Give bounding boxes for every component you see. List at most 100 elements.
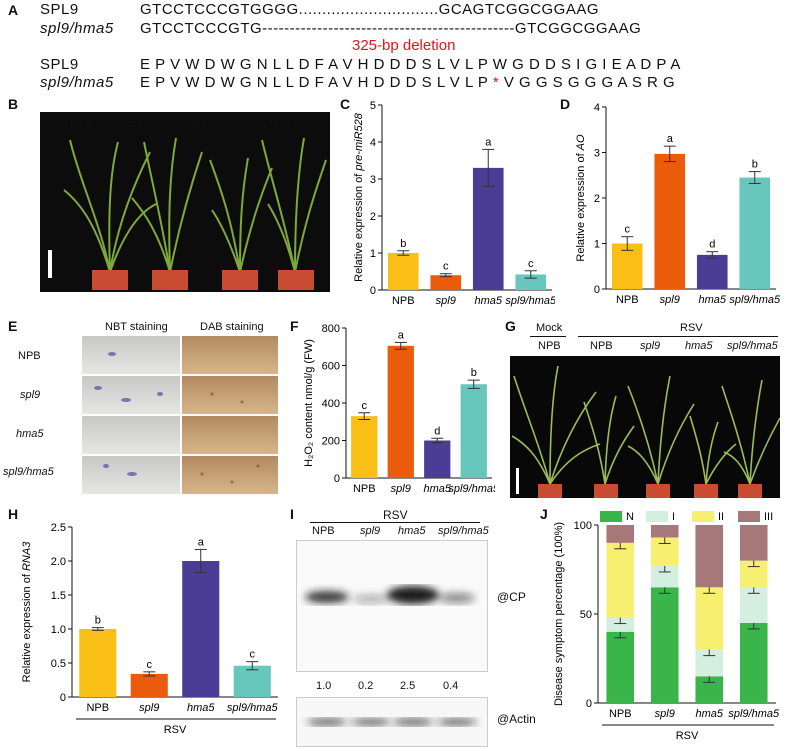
category-label: hma5 xyxy=(698,294,726,306)
category-label: spl9 xyxy=(660,294,680,306)
plant-photo-b xyxy=(40,112,330,292)
sig-letter: d xyxy=(709,239,715,251)
y-axis-label: Disease symptom percentage (100%) xyxy=(553,522,565,706)
sig-letter: c xyxy=(362,400,368,412)
sig-letter: a xyxy=(398,329,405,341)
i-lane-double: spl9/hma5 xyxy=(438,525,489,537)
segment-III xyxy=(739,525,768,561)
sig-letter: a xyxy=(667,133,674,145)
e-col-dab: DAB staining xyxy=(200,321,264,333)
i-quant-npb: 1.0 xyxy=(316,680,332,692)
sig-letter: a xyxy=(198,536,205,548)
bar-NPB xyxy=(387,253,419,290)
category-label: NPB xyxy=(609,708,632,720)
y-axis-label: Relative expression of RNA3 xyxy=(21,541,33,683)
category-label: NPB xyxy=(616,294,639,306)
group-label: RSV xyxy=(164,724,187,736)
legend-swatch-I xyxy=(646,511,668,522)
y-axis-label: Relative expression of pre-miR528 xyxy=(353,112,365,282)
i-actin-label: @Actin xyxy=(497,712,536,726)
segment-II xyxy=(606,542,635,618)
bar-spl9 xyxy=(430,275,462,290)
segment-N xyxy=(650,587,679,703)
bar-NPB xyxy=(79,629,117,697)
category-label: hma5 xyxy=(695,708,723,720)
bar-spl9 xyxy=(387,345,414,478)
sig-letter: c xyxy=(147,659,153,671)
category-label: hma5 xyxy=(423,483,451,495)
y-tick-label: 2.5 xyxy=(51,522,66,534)
y-tick-label: 1.0 xyxy=(51,624,66,636)
legend-swatch-II xyxy=(692,511,714,522)
category-label: NPB xyxy=(86,702,109,714)
g-rsv-line xyxy=(578,336,778,337)
sig-letter: c xyxy=(625,224,631,236)
g-label-hma5: hma5 xyxy=(685,340,713,352)
deletion-label: 325-bp deletion xyxy=(352,37,456,54)
sig-letter: b xyxy=(471,367,477,379)
y-tick-label: 2 xyxy=(594,193,600,205)
sig-letter: a xyxy=(485,136,492,148)
panel-label-e: E xyxy=(8,318,18,334)
segment-III xyxy=(650,525,679,538)
plant-photo-g xyxy=(510,356,780,498)
category-label: spl9 xyxy=(655,708,675,720)
bar-hma5 xyxy=(424,440,451,478)
bar-NPB xyxy=(611,243,643,289)
i-quant-hma5: 2.5 xyxy=(400,680,416,692)
panel-label-h: H xyxy=(8,506,19,522)
seq-row4-name: spl9/hma5 xyxy=(40,74,114,91)
seq-row1-name: SPL9 xyxy=(40,1,79,18)
segment-N xyxy=(739,622,768,703)
legend-swatch-III xyxy=(738,511,760,522)
legend-label-III: III xyxy=(764,511,773,523)
g-mock-label: Mock xyxy=(536,322,563,334)
segment-I xyxy=(606,617,635,632)
staining-grid xyxy=(82,336,278,494)
category-label: spl9 xyxy=(391,483,411,495)
segment-N xyxy=(606,631,635,703)
blot-actin xyxy=(296,697,488,747)
y-tick-label: 0 xyxy=(60,692,66,704)
bar-NPB xyxy=(351,416,378,478)
y-tick-label: 1 xyxy=(370,248,376,260)
e-row-npb: NPB xyxy=(18,350,41,362)
bar-spl9-hma5 xyxy=(739,177,771,289)
y-tick-label: 0 xyxy=(594,284,600,296)
legend-label-II: II xyxy=(718,511,724,523)
e-col-nbt: NBT staining xyxy=(105,321,168,333)
y-tick-label: 5 xyxy=(370,100,376,112)
sig-letter: b xyxy=(752,159,758,171)
g-label-spl9: spl9 xyxy=(640,340,661,352)
b-label-double: spl9/hma5 xyxy=(258,118,309,130)
y-tick-label: 3 xyxy=(594,148,600,160)
bar-hma5 xyxy=(182,561,220,697)
i-rsv-label: RSV xyxy=(383,508,408,522)
chart-d: 0 1 2 3 4 c NPB a spl9 d hma5 b spl9/hma5 Relative ex… xyxy=(575,102,780,306)
b-label-hma5: hma5 xyxy=(195,118,223,130)
y-tick-label: 0 xyxy=(370,285,376,297)
bar-hma5 xyxy=(472,167,504,290)
y-tick-label: 400 xyxy=(322,398,340,410)
y-tick-label: 100 xyxy=(574,520,592,532)
g-mock-line xyxy=(530,336,566,337)
category-label: spl9/hma5 xyxy=(448,483,495,495)
category-label: spl9/hma5 xyxy=(729,294,780,306)
legend-swatch-N xyxy=(600,511,622,522)
group-label: RSV xyxy=(676,730,699,742)
category-label: hma5 xyxy=(187,702,215,714)
y-tick-label: 1.5 xyxy=(51,590,66,602)
i-rsv-line xyxy=(310,522,480,523)
bar-spl9-hma5 xyxy=(460,384,487,478)
e-row-hma5: hma5 xyxy=(16,428,44,440)
segment-III xyxy=(606,525,635,543)
segment-II xyxy=(695,587,724,650)
y-tick-label: 2.0 xyxy=(51,556,66,568)
sig-letter: c xyxy=(443,261,449,273)
i-quant-spl9: 0.2 xyxy=(358,680,374,692)
seq-row3: E P V W D W G N L L D F A V H D D D S L … xyxy=(140,56,681,73)
bar-hma5 xyxy=(696,254,728,289)
y-tick-label: 1 xyxy=(594,239,600,251)
panel-label-a: A xyxy=(8,2,19,18)
